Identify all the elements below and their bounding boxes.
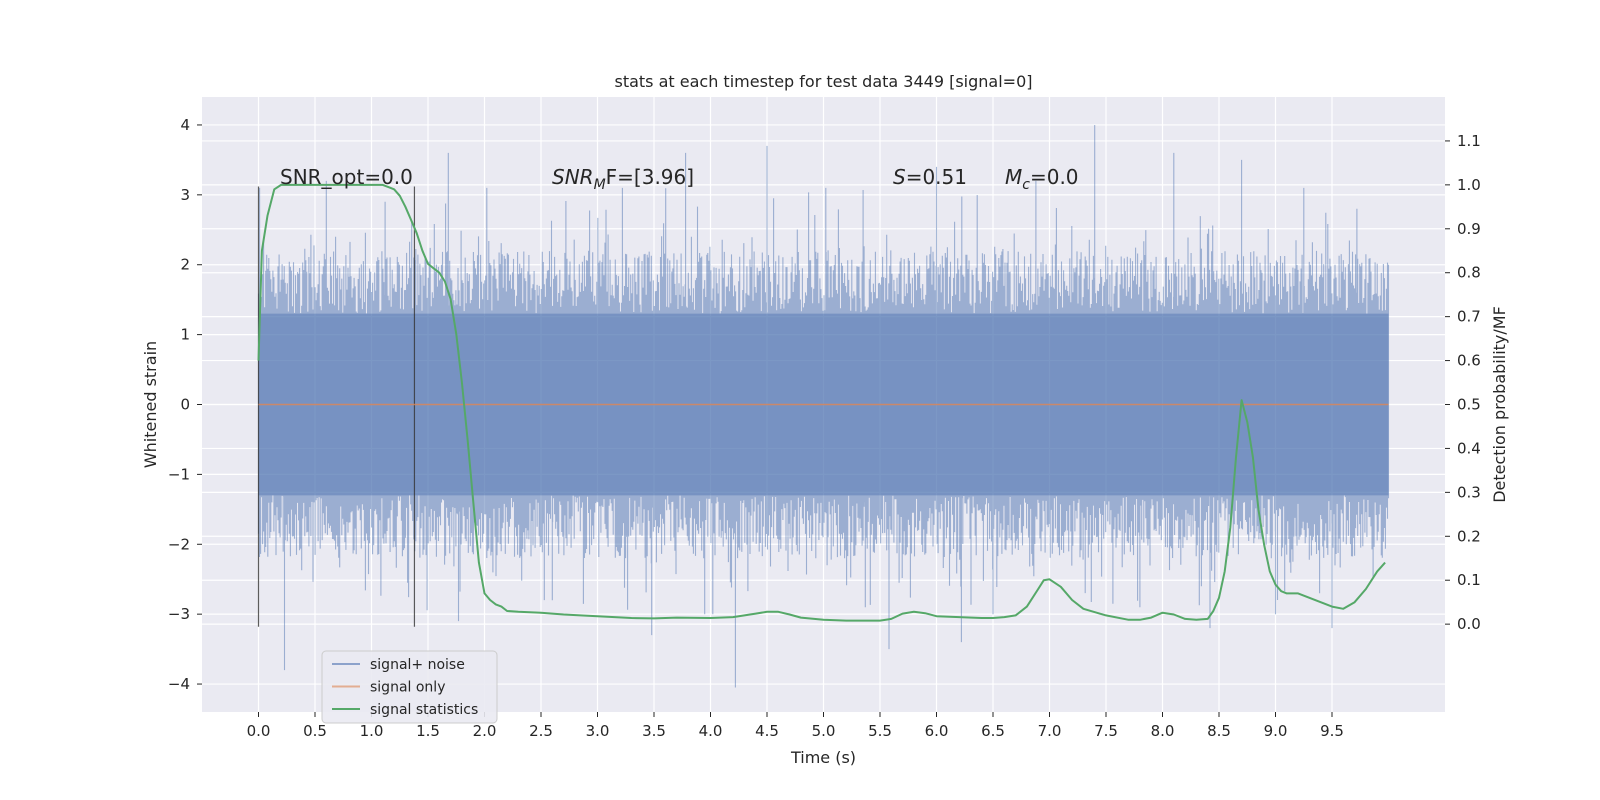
x-tick-label: 8.5 — [1207, 722, 1231, 740]
y-tick-label-left: −2 — [168, 535, 190, 553]
y-tick-label-right: 1.0 — [1457, 176, 1481, 194]
y-tick-label-right: 1.1 — [1457, 132, 1481, 150]
x-tick-label: 5.5 — [868, 722, 892, 740]
y-tick-label-right: 0.5 — [1457, 396, 1481, 414]
annotation-s: S=0.51 — [893, 165, 967, 189]
x-tick-label: 7.5 — [1094, 722, 1118, 740]
legend-label: signal statistics — [370, 702, 478, 718]
y-tick-label-left: −1 — [168, 465, 190, 483]
y-tick-label-right: 0.6 — [1457, 352, 1481, 370]
vertical-markers — [257, 186, 416, 627]
x-tick-label: 6.0 — [925, 722, 949, 740]
legend-label: signal+ noise — [370, 657, 465, 673]
y-tick-label-right: 0.2 — [1457, 527, 1481, 545]
x-tick-label: 0.0 — [247, 722, 271, 740]
y-tick-label-left: 1 — [180, 326, 190, 344]
x-tick-label: 3.5 — [642, 722, 666, 740]
y-tick-label-left: 2 — [180, 256, 190, 274]
y-tick-label-right: 0.1 — [1457, 571, 1481, 589]
x-tick-label: 9.5 — [1320, 722, 1344, 740]
annotation-s-label: S — [893, 165, 906, 189]
annotation-snr-mf-rest: F=[3.96] — [606, 165, 694, 189]
y-tick-label-right: 0.7 — [1457, 308, 1481, 326]
x-tick-label: 1.0 — [360, 722, 384, 740]
x-tick-label: 8.0 — [1151, 722, 1175, 740]
y-tick-label-left: −4 — [168, 675, 190, 693]
y-tick-label-left: 4 — [180, 116, 190, 134]
y-tick-label-left: 0 — [180, 396, 190, 414]
annotation-mc-value: =0.0 — [1030, 165, 1079, 189]
x-tick-label: 9.0 — [1264, 722, 1288, 740]
annotation-snr-mf: SNRMF=[3.96] — [552, 165, 694, 193]
y-tick-label-right: 0.8 — [1457, 264, 1481, 282]
signal-statistics-line — [257, 183, 1386, 622]
y-axis-label-left: Whitened strain — [141, 341, 160, 468]
x-tick-label: 2.0 — [473, 722, 497, 740]
chart-title: stats at each timestep for test data 344… — [614, 72, 1032, 91]
annotation-s-value: =0.51 — [906, 165, 967, 189]
y-tick-label-left: −3 — [168, 605, 190, 623]
legend-label: signal only — [370, 680, 445, 696]
y-axis-label-right: Detection probability/MF — [1490, 306, 1509, 503]
x-tick-label: 7.0 — [1038, 722, 1062, 740]
axis-ticks: 0.0 0.5 1.0 1.5 2.0 2.5 3.0 3.5 4.0 4.5 5.0 5.5 6.0 6… — [168, 116, 1481, 740]
y-tick-label-right: 0.4 — [1457, 439, 1481, 457]
x-axis-label: Time (s) — [790, 748, 856, 767]
y-tick-label-right: 0.0 — [1457, 615, 1481, 633]
x-tick-label: 3.0 — [586, 722, 610, 740]
y-tick-label-right: 0.3 — [1457, 483, 1481, 501]
legend: signal+ noise signal only signal statistic… — [321, 650, 498, 724]
series-signal-statistics — [257, 183, 1386, 622]
x-tick-label: 2.5 — [529, 722, 553, 740]
annotation-snr-mf-sub: M — [594, 177, 606, 193]
x-tick-label: 1.5 — [416, 722, 440, 740]
x-tick-label: 4.0 — [699, 722, 723, 740]
y-tick-label-right: 0.9 — [1457, 220, 1481, 238]
x-tick-label: 5.0 — [812, 722, 836, 740]
annotation-snr-mf-base: SNR — [552, 165, 594, 189]
legend-box — [321, 650, 498, 724]
x-tick-label: 4.5 — [755, 722, 779, 740]
annotation-mc: Mc=0.0 — [1005, 165, 1079, 193]
annotation-snr-opt: SNR_opt=0.0 — [280, 165, 413, 189]
annotation-mc-label: M — [1005, 165, 1022, 189]
x-tick-label: 6.5 — [981, 722, 1005, 740]
y-tick-label-left: 3 — [180, 186, 190, 204]
annotation-mc-sub: c — [1022, 177, 1030, 193]
x-tick-label: 0.5 — [303, 722, 327, 740]
